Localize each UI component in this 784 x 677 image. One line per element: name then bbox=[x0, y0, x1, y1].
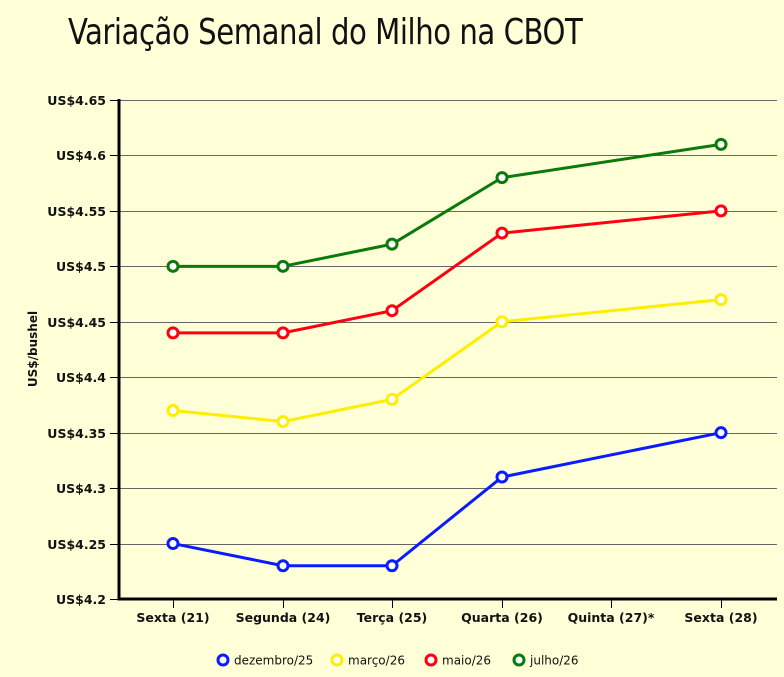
series-line-maio/26 bbox=[173, 209, 722, 335]
data-point-marker[interactable] bbox=[166, 403, 180, 417]
y-tick-label: US$4.6 bbox=[56, 148, 106, 163]
series-line-dezembro/25 bbox=[172, 431, 722, 568]
y-axis: US$4.2 US$4.25 US$4.3 US$4.35 US$4.4 US$4.45 U… bbox=[47, 93, 121, 607]
legend-marker-icon bbox=[512, 653, 526, 667]
series-line-março/26 bbox=[172, 298, 722, 424]
y-tick-label: US$4.35 bbox=[47, 426, 106, 441]
data-point-marker[interactable] bbox=[166, 537, 180, 551]
gridlines bbox=[119, 100, 777, 545]
y-tick-label: US$4.5 bbox=[56, 259, 106, 274]
legend-item[interactable]: março/26 bbox=[330, 653, 405, 668]
data-point-marker[interactable] bbox=[714, 137, 728, 151]
y-axis-label: US$/bushel bbox=[26, 311, 40, 387]
legend-item[interactable]: julho/26 bbox=[512, 653, 579, 668]
legend-marker-icon bbox=[424, 653, 438, 667]
legend-marker-icon bbox=[330, 653, 344, 667]
data-point-marker[interactable] bbox=[385, 392, 399, 406]
y-tick-label: US$4.3 bbox=[56, 481, 106, 496]
x-tick-label: Segunda (24) bbox=[236, 610, 331, 625]
y-tick-label: US$4.4 bbox=[56, 370, 106, 385]
legend-label: dezembro/25 bbox=[234, 654, 313, 668]
legend-item[interactable]: dezembro/25 bbox=[216, 653, 313, 668]
x-axis: Sexta (21) Segunda (24) Terça (25) Quarta (… bbox=[117, 597, 777, 625]
y-tick-label: US$4.65 bbox=[47, 93, 106, 108]
data-point-marker[interactable] bbox=[276, 259, 290, 273]
data-point-marker[interactable] bbox=[385, 304, 399, 318]
x-tick-label: Terça (25) bbox=[357, 610, 428, 625]
y-tick-label: US$4.25 bbox=[47, 537, 106, 552]
data-point-marker[interactable] bbox=[385, 237, 399, 251]
series-lines bbox=[166, 137, 728, 573]
chart-title: Variação Semanal do Milho na CBOT bbox=[68, 12, 583, 53]
data-point-marker[interactable] bbox=[495, 315, 509, 329]
data-point-marker[interactable] bbox=[714, 204, 728, 218]
legend-item[interactable]: maio/26 bbox=[424, 653, 491, 668]
data-point-marker[interactable] bbox=[276, 559, 290, 573]
x-tick-label: Sexta (21) bbox=[136, 610, 209, 625]
data-point-marker[interactable] bbox=[276, 326, 290, 340]
legend: dezembro/25 março/26 maio/26 julho/26 bbox=[216, 653, 579, 668]
data-point-marker[interactable] bbox=[495, 171, 509, 185]
legend-label: março/26 bbox=[348, 654, 405, 668]
data-point-marker[interactable] bbox=[166, 326, 180, 340]
y-tick-label: US$4.2 bbox=[56, 592, 106, 607]
data-point-marker[interactable] bbox=[495, 226, 509, 240]
data-point-marker[interactable] bbox=[714, 293, 728, 307]
x-tick-label: Sexta (28) bbox=[684, 610, 757, 625]
legend-marker-icon bbox=[216, 653, 230, 667]
data-point-marker[interactable] bbox=[166, 259, 180, 273]
y-tick-label: US$4.45 bbox=[47, 315, 106, 330]
data-point-marker[interactable] bbox=[385, 559, 399, 573]
legend-label: maio/26 bbox=[442, 654, 491, 668]
y-tick-label: US$4.55 bbox=[47, 204, 106, 219]
data-point-marker[interactable] bbox=[495, 470, 509, 484]
series-line-julho/26 bbox=[173, 142, 722, 268]
x-tick-label: Quinta (27)* bbox=[568, 610, 655, 625]
data-point-marker[interactable] bbox=[276, 415, 290, 429]
legend-label: julho/26 bbox=[529, 654, 579, 668]
x-tick-label: Quarta (26) bbox=[461, 610, 543, 625]
data-point-marker[interactable] bbox=[714, 426, 728, 440]
